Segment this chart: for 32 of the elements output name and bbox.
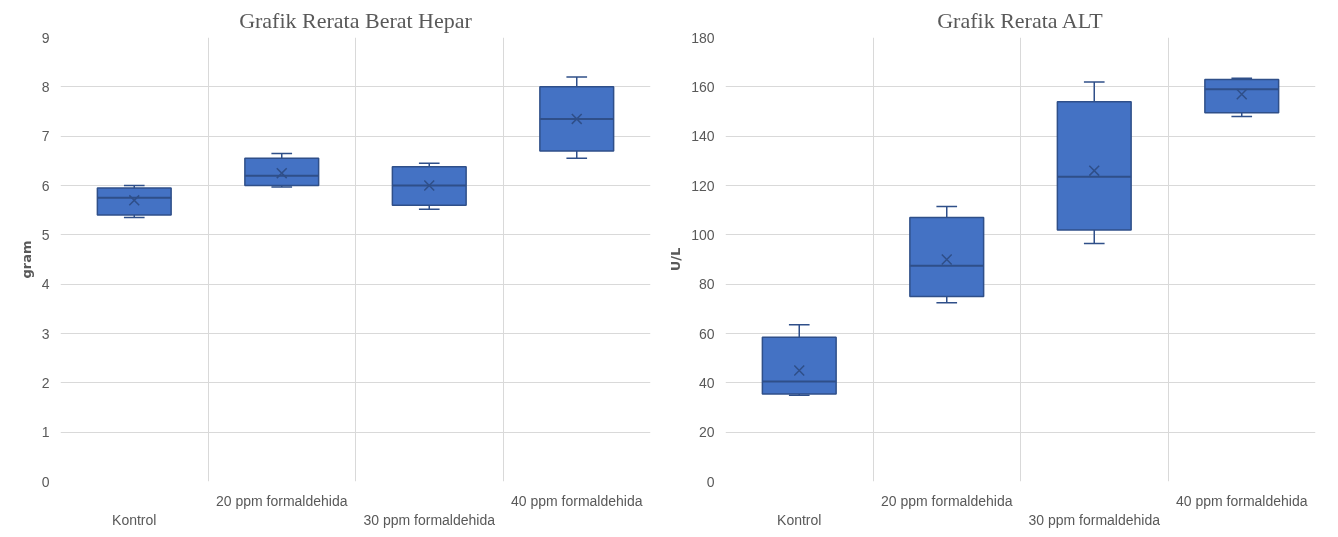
y-tick-label: 0 bbox=[706, 473, 715, 490]
y-tick-label: 80 bbox=[698, 276, 715, 293]
x-tick-label: Kontrol bbox=[777, 511, 822, 528]
x-tick-label: 40 ppm formaldehida bbox=[510, 492, 643, 509]
y-axis-title: gram bbox=[18, 240, 34, 279]
y-tick-label: 40 bbox=[698, 374, 715, 391]
x-tick-label: 20 ppm formaldehida bbox=[215, 492, 348, 509]
x-tick-label: 40 ppm formaldehida bbox=[1175, 492, 1308, 509]
y-tick-label: 6 bbox=[41, 177, 50, 194]
y-tick-label: 3 bbox=[41, 325, 50, 342]
y-tick-label: 100 bbox=[691, 226, 715, 243]
chart-title: Grafik Rerata ALT bbox=[937, 7, 1104, 33]
y-tick-label: 7 bbox=[41, 128, 50, 145]
x-tick-label: 30 ppm formaldehida bbox=[1028, 511, 1161, 528]
y-tick-label: 9 bbox=[41, 29, 50, 46]
y-tick-label: 180 bbox=[691, 29, 715, 46]
y-tick-label: 160 bbox=[691, 78, 715, 95]
y-tick-label: 140 bbox=[691, 128, 715, 145]
y-tick-label: 1 bbox=[41, 424, 50, 441]
y-tick-label: 2 bbox=[41, 374, 50, 391]
y-tick-label: 5 bbox=[41, 226, 50, 243]
chart-title: Grafik Rerata Berat Hepar bbox=[239, 7, 473, 33]
y-tick-label: 8 bbox=[41, 78, 50, 95]
y-axis-title: U/L bbox=[668, 247, 684, 272]
y-tick-label: 60 bbox=[698, 325, 715, 342]
x-tick-label: Kontrol bbox=[112, 511, 157, 528]
y-tick-label: 0 bbox=[41, 473, 50, 490]
y-tick-label: 20 bbox=[698, 424, 715, 441]
y-tick-label: 4 bbox=[41, 276, 50, 293]
x-tick-label: 20 ppm formaldehida bbox=[880, 492, 1013, 509]
x-tick-label: 30 ppm formaldehida bbox=[363, 511, 496, 528]
y-tick-label: 120 bbox=[691, 177, 715, 194]
